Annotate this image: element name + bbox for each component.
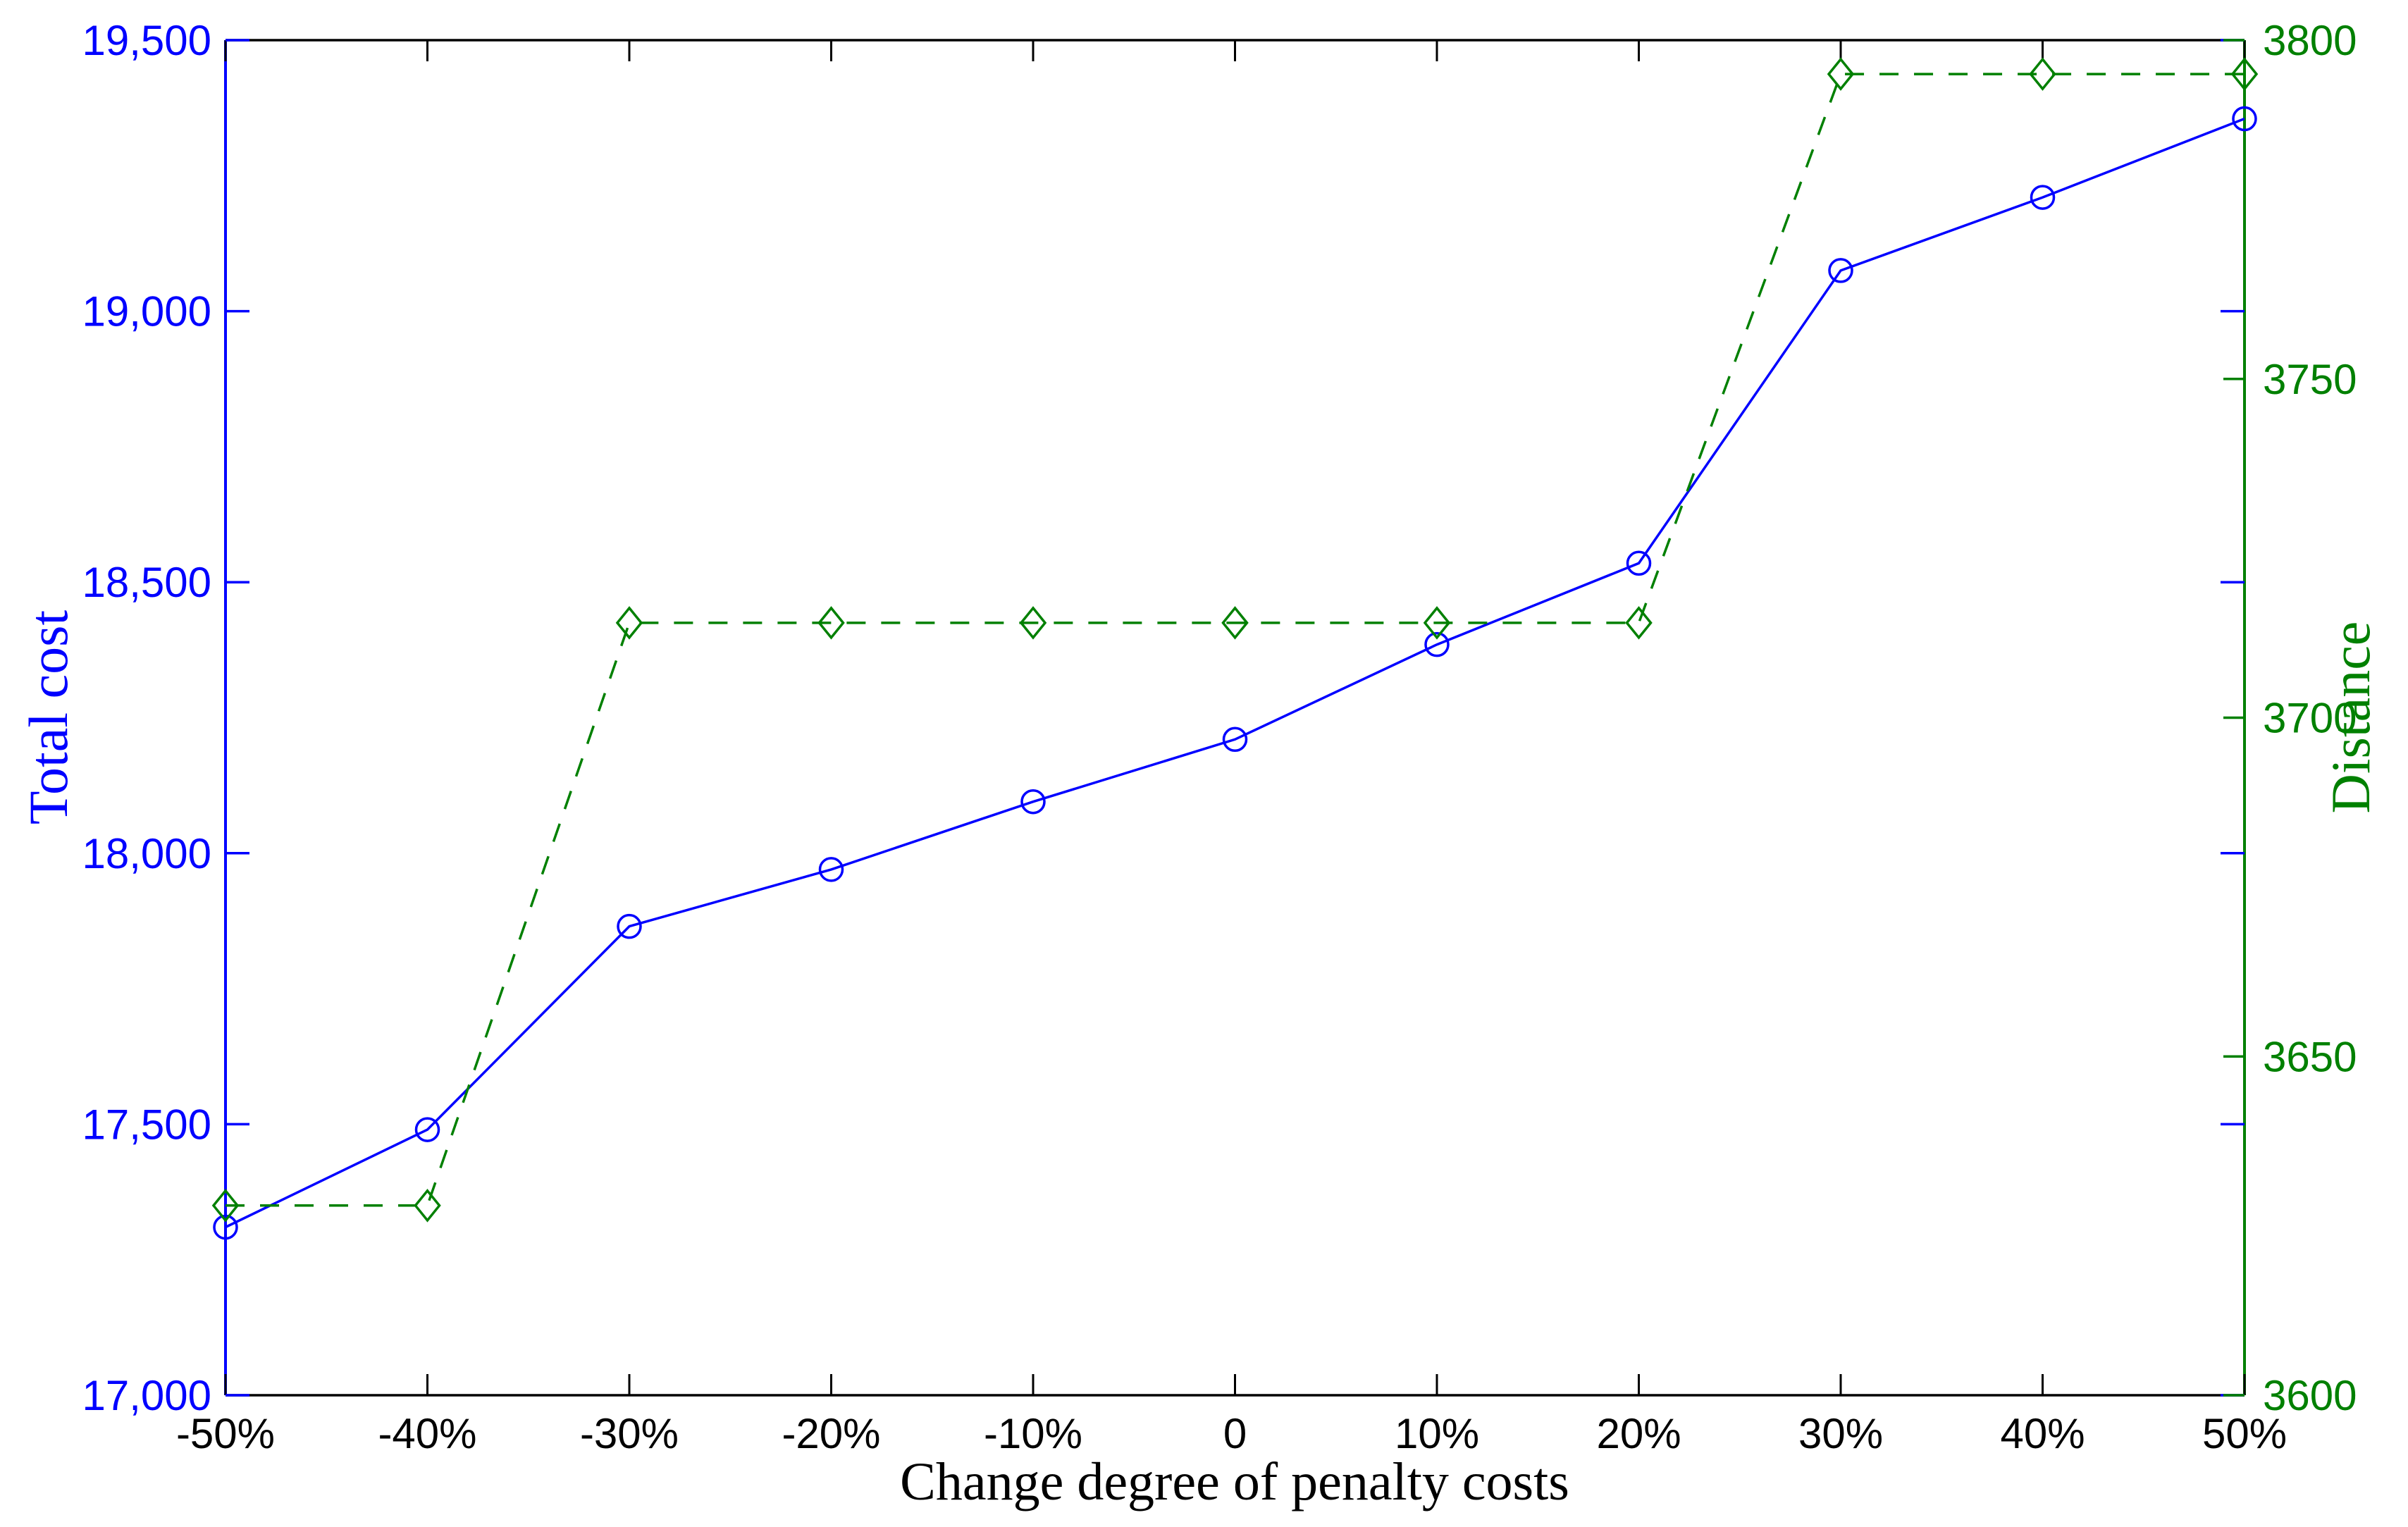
- left-axis-tick-label: 19,000: [82, 288, 211, 335]
- left-axis-tick-label: 19,500: [82, 17, 211, 64]
- total-cost-marker: [2232, 106, 2257, 132]
- x-axis-tick-label: -50%: [176, 1410, 275, 1457]
- total-cost-marker: [1626, 550, 1652, 576]
- x-axis-tick-label: -40%: [378, 1410, 476, 1457]
- distance-marker: [1625, 606, 1653, 640]
- left-axis-title: Total cost: [18, 610, 79, 825]
- distance-marker: [1827, 57, 1855, 91]
- total-cost-marker: [1020, 789, 1046, 815]
- total-cost-marker: [1424, 631, 1450, 657]
- x-axis-tick-label: 10%: [1395, 1410, 1479, 1457]
- distance-marker: [2029, 57, 2056, 91]
- distance-marker: [817, 606, 845, 640]
- right-axis-tick-label: 3650: [2263, 1033, 2357, 1080]
- left-axis-tick-label: 17,500: [82, 1101, 211, 1148]
- distance-line: [226, 73, 2245, 1207]
- right-axis-tick-label: 3800: [2263, 17, 2357, 64]
- total-cost-line: [225, 117, 2245, 1229]
- distance-marker: [1019, 606, 1047, 640]
- chart-generated-content: -50% -40% -30% -20% -10% 0 10% 20% 30% 40% 50% 17,0…: [82, 17, 2357, 1457]
- x-axis-tick-label: -30%: [580, 1410, 679, 1457]
- x-axis-tick-label: 50%: [2202, 1410, 2287, 1457]
- x-axis-tick-label: 0: [1223, 1410, 1247, 1457]
- x-axis-tick-label: -10%: [984, 1410, 1082, 1457]
- distance-marker: [615, 606, 643, 640]
- right-axis-tick-label: 3750: [2263, 356, 2357, 403]
- distance-marker: [414, 1189, 441, 1223]
- right-axis-tick-label: 3700: [2263, 695, 2357, 742]
- total-cost-marker: [213, 1214, 238, 1240]
- total-cost-marker: [818, 857, 844, 882]
- x-axis-tick-label: 20%: [1596, 1410, 1681, 1457]
- x-axis-title: Change degree of penalty costs: [900, 1452, 1569, 1511]
- left-axis-tick-label: 18,000: [82, 830, 211, 877]
- distance-marker: [1423, 606, 1451, 640]
- total-cost-marker: [617, 913, 642, 939]
- left-axis-tick-label: 17,000: [82, 1372, 211, 1419]
- total-cost-marker: [1222, 727, 1248, 753]
- right-axis-title: Distance: [2320, 622, 2381, 814]
- x-axis-tick-label: -20%: [782, 1410, 880, 1457]
- x-axis-tick-label: 30%: [1798, 1410, 1883, 1457]
- total-cost-marker: [414, 1117, 440, 1142]
- total-cost-marker: [2030, 185, 2056, 210]
- right-axis-tick-label: 3600: [2263, 1372, 2357, 1419]
- distance-marker: [211, 1189, 240, 1223]
- total-cost-marker: [1828, 258, 1853, 283]
- distance-marker: [1221, 606, 1249, 640]
- left-axis-tick-label: 18,500: [82, 559, 211, 606]
- distance-marker: [2230, 57, 2259, 91]
- x-axis-tick-label: 40%: [2000, 1410, 2085, 1457]
